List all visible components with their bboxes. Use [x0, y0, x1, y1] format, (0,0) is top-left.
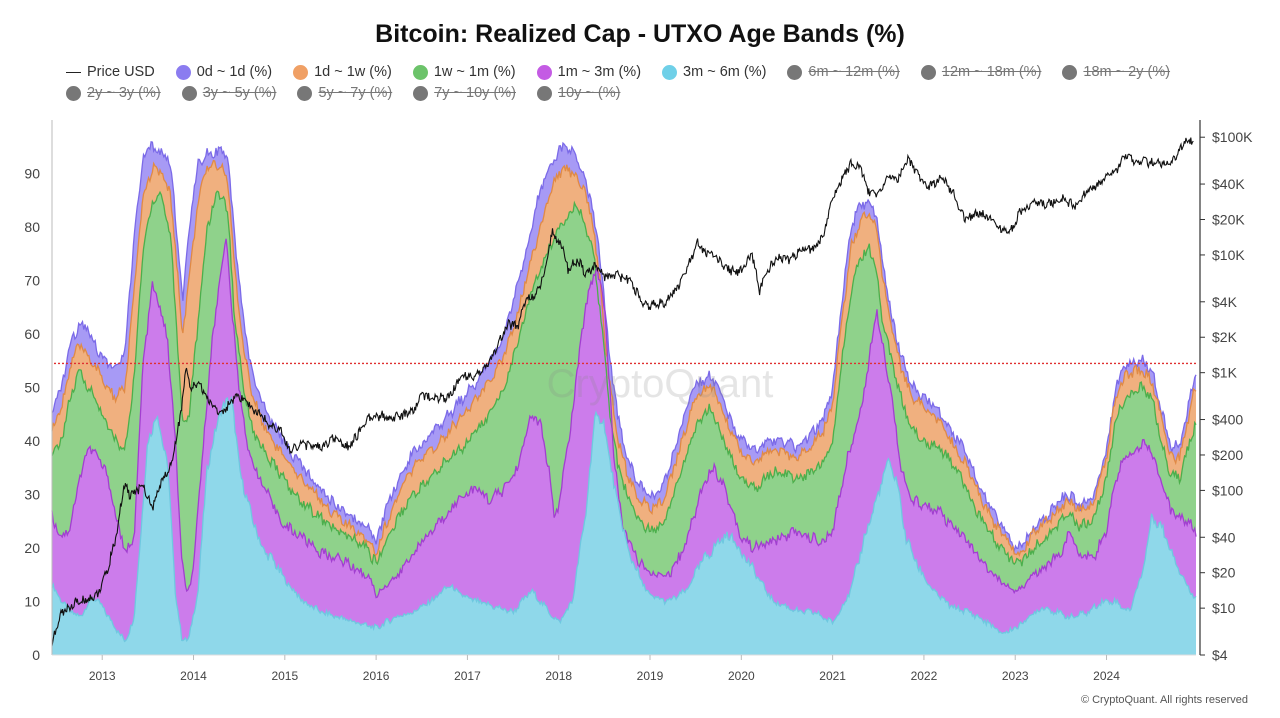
y-right-tick-label: $4K	[1212, 294, 1238, 310]
legend-label: 3y ~ 5y (%)	[202, 85, 277, 101]
legend-item-5y-7y[interactable]: 5y ~ 7y (%)	[297, 85, 392, 101]
legend-label: 18m ~ 2y (%)	[1083, 64, 1171, 80]
x-tick-label: 2024	[1093, 669, 1120, 683]
legend-label: 2y ~ 3y (%)	[87, 85, 161, 101]
legend-label: 1d ~ 1w (%)	[314, 64, 392, 80]
chart-title: Bitcoin: Realized Cap - UTXO Age Bands (…	[375, 20, 905, 48]
y-left-tick-label: 50	[24, 380, 40, 396]
legend-item-18m-2y[interactable]: 18m ~ 2y (%)	[1062, 64, 1170, 80]
legend-item-6m-12m[interactable]: 6m ~ 12m (%)	[787, 64, 900, 80]
y-right-tick-label: $20K	[1212, 211, 1245, 227]
area-3m-6m-	[52, 398, 1196, 655]
axes: 0 10 20 30 40 50 60 70 80 90 $4 $10 $20 $40 $100 $200 $4…	[24, 120, 1253, 683]
legend-item-3y-5y[interactable]: 3y ~ 5y (%)	[181, 85, 277, 101]
watermark: CryptoQuant	[547, 362, 774, 406]
legend-label: 12m ~ 18m (%)	[941, 64, 1042, 80]
y-right-tick-label: $10K	[1212, 247, 1245, 263]
x-tick-label: 2017	[454, 669, 481, 683]
y-left-tick-label: 30	[24, 487, 40, 503]
y-right-tick-label: $20	[1212, 565, 1236, 581]
band-boundary-lines	[51, 141, 1197, 643]
legend-dot-icon	[66, 85, 81, 101]
y-left-tick-label: 80	[24, 219, 40, 235]
legend-label: 6m ~ 12m (%)	[808, 64, 900, 80]
legend-label: 7y ~ 10y (%)	[434, 85, 516, 101]
copyright: © CryptoQuant. All rights reserved	[1080, 694, 1248, 706]
y-left-tick-label: 0	[32, 647, 40, 663]
legend-item-1w-1m[interactable]: 1w ~ 1m (%)	[412, 64, 516, 80]
x-tick-label: 2019	[637, 669, 664, 683]
legend-dot-icon	[175, 64, 191, 80]
legend-label: 0d ~ 1d (%)	[196, 64, 273, 80]
legend-dot-icon	[920, 64, 936, 80]
legend-label: 5y ~ 7y (%)	[318, 85, 393, 101]
x-tick-label: 2020	[728, 669, 755, 683]
legend-dot-icon	[412, 64, 428, 80]
y-right-tick-label: $100K	[1212, 129, 1253, 145]
line-1w-1m-	[51, 190, 1197, 567]
legend-dot-icon	[537, 85, 552, 101]
legend-dot-icon	[787, 64, 803, 80]
legend-item-10y[interactable]: 10y ~ (%)	[537, 85, 620, 101]
legend-dot-icon	[662, 64, 678, 80]
legend-item-1m-3m[interactable]: 1m ~ 3m (%)	[536, 64, 642, 80]
legend-item-0d-1d[interactable]: 0d ~ 1d (%)	[175, 64, 273, 80]
y-right-tick-label: $40K	[1212, 176, 1245, 192]
y-left-tick-label: 40	[24, 433, 40, 449]
y-right-tick-label: $1K	[1212, 365, 1238, 381]
legend-label: 1m ~ 3m (%)	[557, 64, 642, 80]
legend-label: 3m ~ 6m (%)	[683, 64, 767, 80]
legend-item-price-usd[interactable]: Price USD	[66, 64, 155, 80]
x-tick-label: 2023	[1002, 669, 1029, 683]
x-tick-label: 2015	[271, 669, 298, 683]
x-tick-label: 2018	[545, 669, 572, 683]
legend-label: 10y ~ (%)	[558, 85, 621, 101]
y-right-tick-label: $4	[1212, 647, 1228, 663]
legend-item-1d-1w[interactable]: 1d ~ 1w (%)	[293, 64, 392, 80]
y-right-tick-label: $100	[1212, 482, 1243, 498]
y-right-tick-label: $2K	[1212, 329, 1238, 345]
y-left-tick-label: 70	[24, 273, 40, 289]
legend-item-3m-6m[interactable]: 3m ~ 6m (%)	[662, 64, 766, 80]
legend-item-7y-10y[interactable]: 7y ~ 10y (%)	[413, 85, 516, 101]
legend: Price USD 0d ~ 1d (%) 1d ~ 1w (%) 1w ~ 1m (…	[66, 62, 1236, 103]
legend-dot-icon	[536, 64, 552, 80]
y-right-tick-label: $400	[1212, 412, 1243, 428]
legend-line-icon	[66, 71, 81, 73]
x-tick-label: 2014	[180, 669, 207, 683]
y-right-tick-label: $10	[1212, 600, 1236, 616]
line-1d-1w-	[51, 159, 1197, 558]
line-0d-1d-	[51, 141, 1197, 554]
legend-row-2: 2y ~ 3y (%) 3y ~ 5y (%) 5y ~ 7y (%) 7y ~ 10…	[66, 83, 1236, 103]
y-left-tick-label: 10	[24, 594, 40, 610]
price-usd-line	[51, 137, 1194, 647]
legend-item-12m-18m[interactable]: 12m ~ 18m (%)	[920, 64, 1042, 80]
y-left-tick-label: 60	[24, 326, 40, 342]
line-3m-6m-	[51, 395, 1197, 643]
legend-label: 1w ~ 1m (%)	[433, 64, 516, 80]
legend-dot-icon	[181, 85, 197, 101]
y-right-tick-label: $40	[1212, 529, 1236, 545]
legend-item-2y-3y[interactable]: 2y ~ 3y (%)	[66, 85, 161, 101]
legend-row-1: Price USD 0d ~ 1d (%) 1d ~ 1w (%) 1w ~ 1m (…	[66, 62, 1236, 82]
legend-dot-icon	[297, 85, 313, 101]
x-tick-label: 2013	[89, 669, 116, 683]
y-left-tick-label: 90	[24, 166, 40, 182]
y-right-tick-label: $200	[1212, 447, 1243, 463]
y-left-tick-label: 20	[24, 540, 40, 556]
legend-label: Price USD	[87, 64, 155, 80]
x-tick-label: 2022	[911, 669, 938, 683]
legend-dot-icon	[413, 85, 429, 101]
legend-dot-icon	[293, 64, 309, 80]
legend-dot-icon	[1062, 64, 1078, 80]
x-tick-label: 2016	[363, 669, 390, 683]
x-tick-label: 2021	[819, 669, 846, 683]
